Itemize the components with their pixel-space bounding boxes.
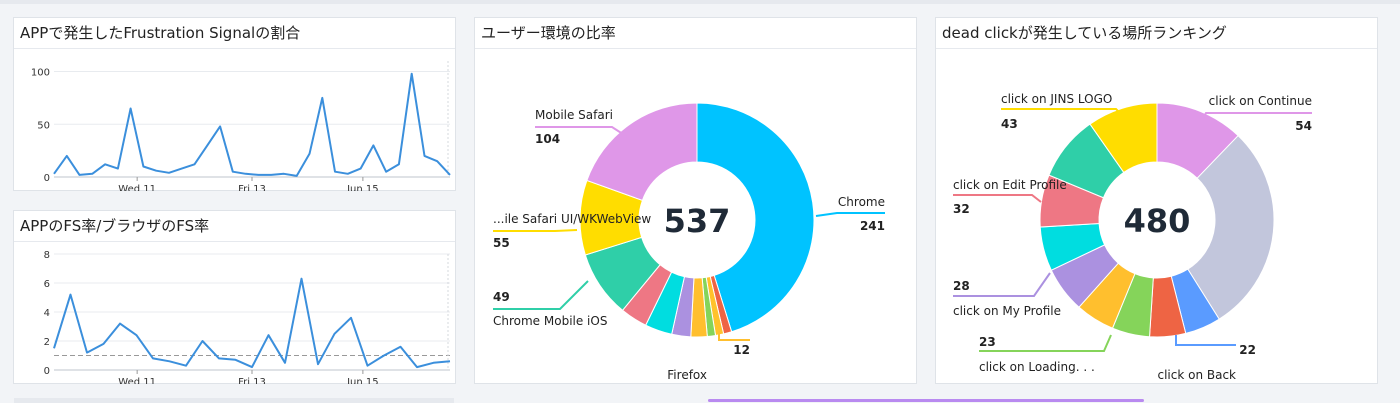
callout-value: 104 bbox=[535, 132, 560, 146]
callout-line bbox=[1200, 112, 1312, 123]
donut-total: 480 bbox=[1124, 202, 1191, 240]
x-tick-label: Wed 11 bbox=[118, 184, 156, 191]
panel-title: dead clickが発生している場所ランキング bbox=[942, 24, 1227, 42]
y-tick-label: 0 bbox=[44, 366, 50, 377]
x-tick-label: Fri 13 bbox=[238, 184, 266, 191]
user-env-donut-chart[interactable]: 537 Chrome 241 Firefox 12 Chrome Mobile iOS 49… bbox=[475, 49, 918, 384]
fs-rate-panel: APPのFS率/ブラウザのFS率 8 6 4 2 0 Wed 11 Fri 13 Jun 15 bbox=[13, 210, 456, 384]
callout-value: 23 bbox=[979, 335, 996, 349]
callout-value: 55 bbox=[493, 236, 510, 250]
y-tick-label: 50 bbox=[37, 120, 50, 131]
callout-line bbox=[979, 334, 1112, 352]
donut-total: 537 bbox=[664, 202, 731, 240]
y-tick-label: 6 bbox=[44, 279, 50, 290]
panel-title: ユーザー環境の比率 bbox=[481, 24, 616, 42]
frustration-line-chart[interactable]: 100 50 0 Wed 11 Fri 13 Jun 15 bbox=[14, 49, 457, 191]
x-tick-label: Jun 15 bbox=[346, 377, 379, 384]
next-panel-edge bbox=[14, 398, 454, 403]
x-tick-label: Wed 11 bbox=[118, 377, 156, 384]
callout-value: 49 bbox=[493, 290, 510, 304]
title-divider bbox=[475, 48, 916, 49]
callout-value: 43 bbox=[1001, 117, 1018, 131]
user-env-panel: ユーザー環境の比率 537 Chrome 241 Firefox 12 Chrome Mo… bbox=[474, 17, 917, 384]
y-tick-label: 100 bbox=[31, 68, 50, 79]
callout-label: Firefox bbox=[667, 368, 707, 382]
y-tick-label: 0 bbox=[44, 173, 50, 184]
callout-value: 28 bbox=[953, 279, 970, 293]
callout-label: click on JINS LOGO bbox=[1001, 92, 1112, 106]
y-tick-label: 4 bbox=[44, 308, 50, 319]
top-divider bbox=[0, 0, 1400, 4]
x-tick-label: Fri 13 bbox=[238, 377, 266, 384]
callout-label: click on Back bbox=[1157, 368, 1236, 382]
title-divider bbox=[14, 48, 455, 49]
x-tick-label: Jun 15 bbox=[346, 184, 379, 191]
y-tick-label: 2 bbox=[44, 337, 50, 348]
callout-label: Chrome Mobile iOS bbox=[493, 314, 607, 328]
callout-line bbox=[718, 331, 750, 341]
panel-title: APPで発生したFrustration Signalの割合 bbox=[20, 24, 301, 42]
title-divider bbox=[14, 241, 455, 242]
callout-label: Mobile Safari bbox=[535, 108, 613, 122]
callout-value: 22 bbox=[1239, 343, 1256, 357]
callout-line bbox=[493, 229, 578, 232]
callout-label: click on Continue bbox=[1209, 94, 1312, 108]
callout-line bbox=[493, 280, 589, 310]
callout-line bbox=[953, 272, 1051, 297]
series-line bbox=[53, 72, 451, 177]
callout-line bbox=[815, 212, 885, 217]
callout-label: click on Loading. . . bbox=[979, 360, 1095, 374]
donut-slice bbox=[1089, 102, 1158, 174]
callout-label: Chrome bbox=[838, 195, 885, 209]
next-panel-accent bbox=[708, 399, 1144, 402]
series-line bbox=[53, 277, 451, 369]
callout-line bbox=[1175, 335, 1236, 346]
frustration-signal-panel: APPで発生したFrustration Signalの割合 100 50 0 Wed … bbox=[13, 17, 456, 191]
callout-value: 54 bbox=[1295, 119, 1312, 133]
title-divider bbox=[936, 48, 1377, 49]
callout-label: ...ile Safari UI/WKWebView bbox=[493, 212, 651, 226]
callout-line bbox=[535, 126, 630, 139]
callout-label: click on Edit Profile bbox=[953, 178, 1067, 192]
y-tick-label: 8 bbox=[44, 250, 50, 261]
dead-click-panel: dead clickが発生している場所ランキング 480 click on Con… bbox=[935, 17, 1378, 384]
panel-title: APPのFS率/ブラウザのFS率 bbox=[20, 217, 210, 235]
callout-line bbox=[1001, 108, 1127, 120]
callout-value: 241 bbox=[860, 219, 885, 233]
fs-rate-line-chart[interactable]: 8 6 4 2 0 Wed 11 Fri 13 Jun 15 bbox=[14, 242, 457, 384]
donut-slice bbox=[586, 102, 698, 202]
callout-value: 32 bbox=[953, 202, 970, 216]
donut-slice bbox=[1187, 134, 1275, 320]
callout-value: 12 bbox=[733, 343, 750, 357]
callout-label: click on My Profile bbox=[953, 304, 1061, 318]
donut-slice bbox=[696, 102, 815, 333]
callout-line bbox=[953, 194, 1042, 203]
